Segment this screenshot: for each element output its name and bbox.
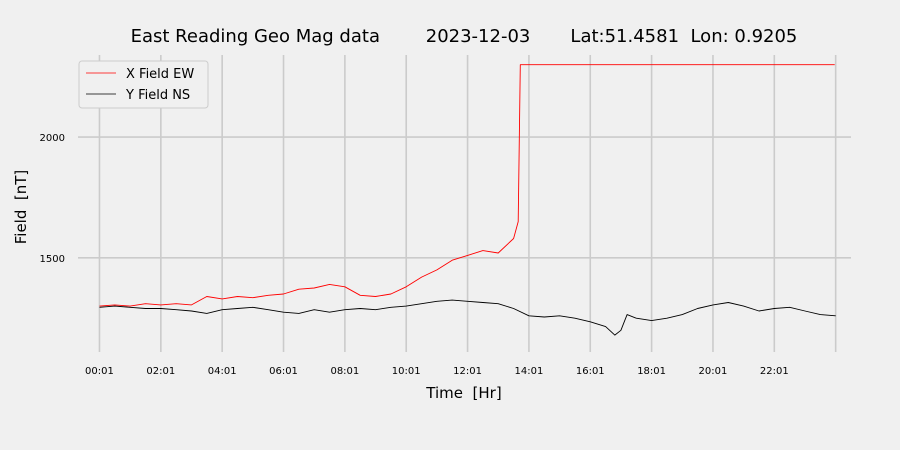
chart-title: East Reading Geo Mag data 2023-12-03 Lat… <box>131 26 798 47</box>
legend-label-y-field: Y Field NS <box>125 88 190 103</box>
x-gridlines <box>98 55 837 352</box>
x-tick-labels: 00:01 02:01 04:01 06:01 08:01 10:01 12:01 14:01… <box>85 366 789 377</box>
series-line-x-field-ew <box>99 64 835 307</box>
x-tick-label-6: 12:01 <box>453 366 482 377</box>
y-tick-labels: 1500 2000 <box>40 133 65 265</box>
x-tick-label-10: 20:01 <box>699 366 728 377</box>
x-tick-label-8: 16:01 <box>576 366 605 377</box>
y-tick-label-1: 2000 <box>40 133 65 144</box>
x-tick-label-5: 10:01 <box>392 366 421 377</box>
x-tick-label-9: 18:01 <box>637 366 666 377</box>
series-layer <box>99 64 836 336</box>
x-tick-label-4: 08:01 <box>330 366 359 377</box>
y-gridlines <box>78 136 851 259</box>
legend: X Field EW Y Field NS <box>78 60 209 109</box>
x-tick-label-7: 14:01 <box>515 366 544 377</box>
legend-label-x-field: X Field EW <box>126 67 194 82</box>
x-tick-label-0: 00:01 <box>85 366 114 377</box>
series-line-y-field-ns <box>99 299 836 336</box>
x-axis-label: Time [Hr] <box>425 384 501 402</box>
y-tick-label-0: 1500 <box>40 254 65 265</box>
y-axis-label: Field [nT] <box>12 170 30 245</box>
x-tick-label-1: 02:01 <box>146 366 175 377</box>
x-tick-label-3: 06:01 <box>269 366 298 377</box>
x-tick-label-2: 04:01 <box>208 366 237 377</box>
x-tick-label-11: 22:01 <box>760 366 789 377</box>
